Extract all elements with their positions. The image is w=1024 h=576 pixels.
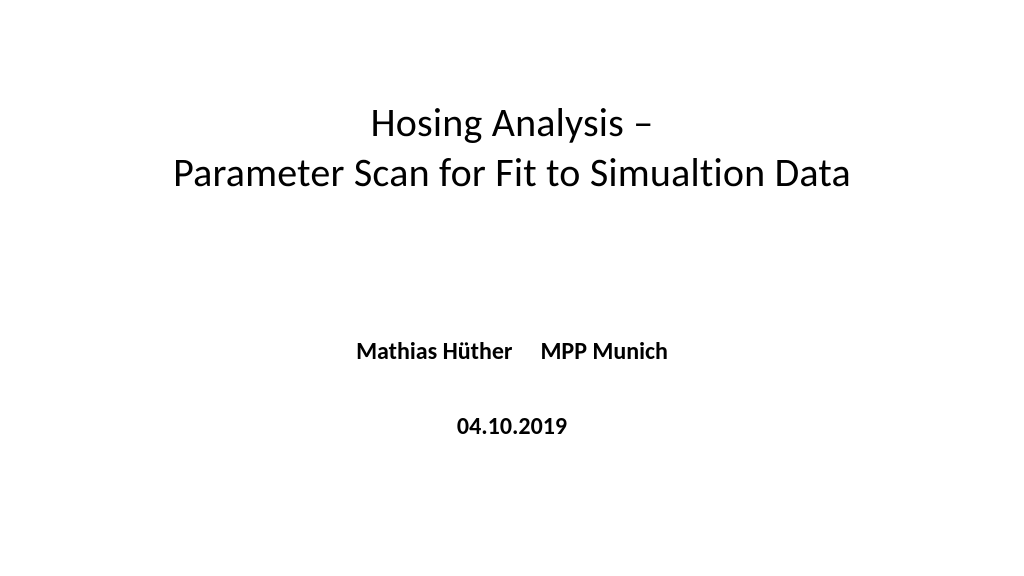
slide-title: Hosing Analysis – Parameter Scan for Fit…	[0, 98, 1024, 198]
slide-date: 04.10.2019	[0, 412, 1024, 441]
author-name: Mathias Hüther	[356, 337, 512, 366]
title-line-2: Parameter Scan for Fit to Simualtion Dat…	[0, 148, 1024, 198]
author-block: Mathias Hüther MPP Munich	[0, 337, 1024, 366]
affiliation: MPP Munich	[540, 337, 668, 366]
title-slide: Hosing Analysis – Parameter Scan for Fit…	[0, 0, 1024, 576]
title-line-1: Hosing Analysis –	[0, 98, 1024, 148]
